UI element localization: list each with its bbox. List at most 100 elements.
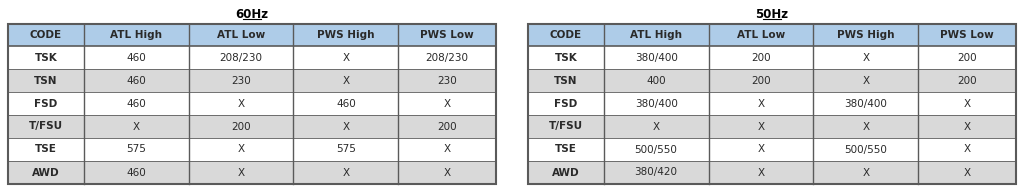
Text: X: X — [862, 122, 869, 131]
Text: 208/230: 208/230 — [426, 53, 469, 62]
Bar — [528, 115, 603, 138]
Bar — [709, 24, 813, 46]
Bar — [813, 46, 919, 69]
Text: 460: 460 — [336, 99, 355, 108]
Bar — [919, 115, 1016, 138]
Bar — [294, 46, 398, 69]
Text: X: X — [964, 122, 971, 131]
Bar — [84, 138, 188, 161]
Text: X: X — [964, 168, 971, 177]
Text: PWS High: PWS High — [317, 30, 375, 40]
Text: 200: 200 — [957, 76, 977, 85]
Text: 200: 200 — [957, 53, 977, 62]
Bar — [603, 46, 709, 69]
Bar — [84, 69, 188, 92]
Text: X: X — [443, 99, 451, 108]
Bar — [188, 69, 294, 92]
Text: 200: 200 — [437, 122, 457, 131]
Text: X: X — [238, 145, 245, 154]
Text: 200: 200 — [231, 122, 251, 131]
Text: X: X — [964, 145, 971, 154]
Bar — [8, 92, 84, 115]
Bar — [398, 24, 496, 46]
Text: ATL High: ATL High — [630, 30, 682, 40]
Text: FSD: FSD — [554, 99, 578, 108]
Text: ATL High: ATL High — [111, 30, 162, 40]
Bar — [84, 161, 188, 184]
Text: 50Hz: 50Hz — [756, 7, 788, 21]
Text: 230: 230 — [437, 76, 457, 85]
Text: PWS Low: PWS Low — [940, 30, 994, 40]
Bar — [919, 161, 1016, 184]
Bar — [528, 46, 603, 69]
Bar — [919, 69, 1016, 92]
Text: X: X — [238, 168, 245, 177]
Bar — [528, 138, 603, 161]
Text: T/FSU: T/FSU — [549, 122, 583, 131]
Text: 230: 230 — [231, 76, 251, 85]
Bar — [709, 115, 813, 138]
Bar — [919, 46, 1016, 69]
Text: 200: 200 — [752, 76, 771, 85]
Bar — [188, 24, 294, 46]
Text: FSD: FSD — [34, 99, 57, 108]
Text: 460: 460 — [126, 53, 146, 62]
Bar — [528, 92, 603, 115]
Bar — [294, 24, 398, 46]
Text: X: X — [758, 122, 765, 131]
Bar — [294, 138, 398, 161]
Text: 500/550: 500/550 — [845, 145, 888, 154]
Bar — [8, 46, 84, 69]
Bar — [709, 92, 813, 115]
Bar — [8, 138, 84, 161]
Bar — [188, 92, 294, 115]
Text: 400: 400 — [646, 76, 666, 85]
Bar — [398, 161, 496, 184]
Bar — [603, 161, 709, 184]
Bar — [8, 24, 496, 184]
Bar — [709, 138, 813, 161]
Bar — [603, 115, 709, 138]
Bar — [528, 161, 603, 184]
Bar — [528, 24, 1016, 184]
Bar — [84, 24, 188, 46]
Text: X: X — [342, 53, 349, 62]
Text: TSK: TSK — [554, 53, 578, 62]
Text: 575: 575 — [336, 145, 356, 154]
Text: TSE: TSE — [555, 145, 577, 154]
Bar — [188, 115, 294, 138]
Bar — [84, 115, 188, 138]
Text: AWD: AWD — [32, 168, 59, 177]
Text: X: X — [758, 145, 765, 154]
Text: ATL Low: ATL Low — [217, 30, 265, 40]
Bar — [188, 161, 294, 184]
Bar — [603, 24, 709, 46]
Text: X: X — [862, 168, 869, 177]
Bar — [709, 161, 813, 184]
Text: 380/400: 380/400 — [635, 99, 678, 108]
Bar — [528, 69, 603, 92]
Text: PWS Low: PWS Low — [420, 30, 474, 40]
Bar — [813, 138, 919, 161]
Text: X: X — [443, 168, 451, 177]
Text: X: X — [758, 99, 765, 108]
Text: 460: 460 — [126, 168, 146, 177]
Text: X: X — [862, 53, 869, 62]
Bar — [294, 92, 398, 115]
Text: X: X — [652, 122, 659, 131]
Text: 460: 460 — [126, 99, 146, 108]
Bar — [813, 69, 919, 92]
Text: T/FSU: T/FSU — [29, 122, 62, 131]
Bar — [919, 24, 1016, 46]
Bar — [919, 92, 1016, 115]
Text: X: X — [132, 122, 139, 131]
Text: TSN: TSN — [34, 76, 57, 85]
Bar — [603, 92, 709, 115]
Text: 208/230: 208/230 — [219, 53, 262, 62]
Text: PWS High: PWS High — [838, 30, 895, 40]
Text: 380/400: 380/400 — [635, 53, 678, 62]
Bar — [528, 24, 603, 46]
Text: CODE: CODE — [550, 30, 582, 40]
Text: TSE: TSE — [35, 145, 56, 154]
Bar — [919, 138, 1016, 161]
